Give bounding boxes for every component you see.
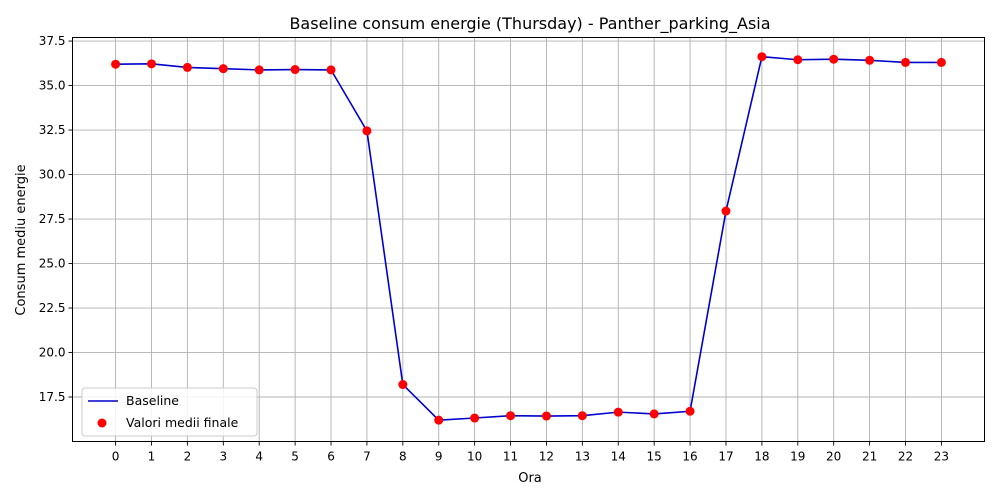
legend-box xyxy=(81,387,258,437)
y-tick-label: 32.5 xyxy=(39,123,66,137)
x-tick-label: 20 xyxy=(826,450,841,464)
legend-label-valori: Valori medii finale xyxy=(126,415,239,430)
y-tick-label: 17.5 xyxy=(39,390,66,404)
plot-frame xyxy=(72,37,985,442)
data-point xyxy=(685,406,695,416)
x-tick-label: 13 xyxy=(575,450,590,464)
data-point xyxy=(218,64,228,74)
x-tick-label: 9 xyxy=(435,450,443,464)
grid xyxy=(72,37,985,442)
x-tick-label: 23 xyxy=(934,450,949,464)
x-tick-label: 21 xyxy=(862,450,877,464)
data-point xyxy=(506,411,516,421)
baseline-line xyxy=(115,55,942,421)
data-point xyxy=(470,413,480,423)
data-point xyxy=(541,411,551,421)
x-tick-label: 6 xyxy=(327,450,335,464)
data-point xyxy=(111,59,121,69)
y-tick-label: 37.5 xyxy=(39,34,66,48)
data-point xyxy=(290,65,300,75)
x-tick-label: 8 xyxy=(399,450,407,464)
y-axis-label: Consum mediu energie xyxy=(14,164,29,315)
x-tick-label: 12 xyxy=(539,450,554,464)
data-point xyxy=(398,380,408,390)
x-tick-label: 11 xyxy=(503,450,518,464)
data-point xyxy=(757,52,767,62)
data-point xyxy=(865,55,875,65)
chart-title: Baseline consum energie (Thursday) - Pan… xyxy=(289,14,770,34)
y-tick-label: 35.0 xyxy=(39,79,66,93)
x-tick-label: 22 xyxy=(898,450,913,464)
data-point xyxy=(434,415,444,425)
legend-label-baseline: Baseline xyxy=(126,393,179,408)
x-tick-label: 4 xyxy=(255,450,263,464)
data-point xyxy=(362,126,372,136)
data-point xyxy=(829,54,839,64)
x-tick-label: 15 xyxy=(647,450,662,464)
data-point xyxy=(613,407,623,417)
data-point xyxy=(721,206,731,216)
x-tick-label: 7 xyxy=(363,450,371,464)
y-tick-label: 27.5 xyxy=(39,212,66,226)
data-point xyxy=(649,409,659,419)
y-axis: 17.5 20.0 22.5 25.0 27.5 30.0 32.5 35.0 37.5 xyxy=(39,34,73,404)
x-tick-label: 18 xyxy=(754,450,769,464)
data-point xyxy=(326,65,336,75)
series-points-valori xyxy=(111,52,946,425)
x-axis: 0 1 2 3 4 5 6 7 8 9 10 11 12 13 14 15 16 17 18 19 20 21 22 23 xyxy=(112,441,949,464)
x-tick-label: 10 xyxy=(467,450,482,464)
x-tick-label: 14 xyxy=(611,450,626,464)
legend: Baseline Valori medii finale xyxy=(81,387,258,437)
y-tick-label: 25.0 xyxy=(39,257,66,271)
data-point xyxy=(901,57,911,67)
data-point xyxy=(182,62,192,72)
y-tick-label: 22.5 xyxy=(39,301,66,315)
x-tick-label: 2 xyxy=(184,450,192,464)
x-tick-label: 3 xyxy=(219,450,227,464)
data-point xyxy=(146,59,156,69)
x-tick-label: 16 xyxy=(682,450,697,464)
x-tick-label: 0 xyxy=(112,450,120,464)
x-tick-label: 19 xyxy=(790,450,805,464)
x-axis-label: Ora xyxy=(518,471,542,486)
y-tick-label: 30.0 xyxy=(39,168,66,182)
data-point xyxy=(793,55,803,65)
data-point xyxy=(577,411,587,421)
x-tick-label: 1 xyxy=(148,450,156,464)
x-tick-label: 17 xyxy=(718,450,733,464)
data-point xyxy=(254,65,264,75)
y-tick-label: 20.0 xyxy=(39,346,66,360)
data-point xyxy=(936,57,946,67)
series-line-baseline xyxy=(115,55,942,421)
x-tick-label: 5 xyxy=(291,450,299,464)
legend-dot-swatch xyxy=(97,418,107,428)
